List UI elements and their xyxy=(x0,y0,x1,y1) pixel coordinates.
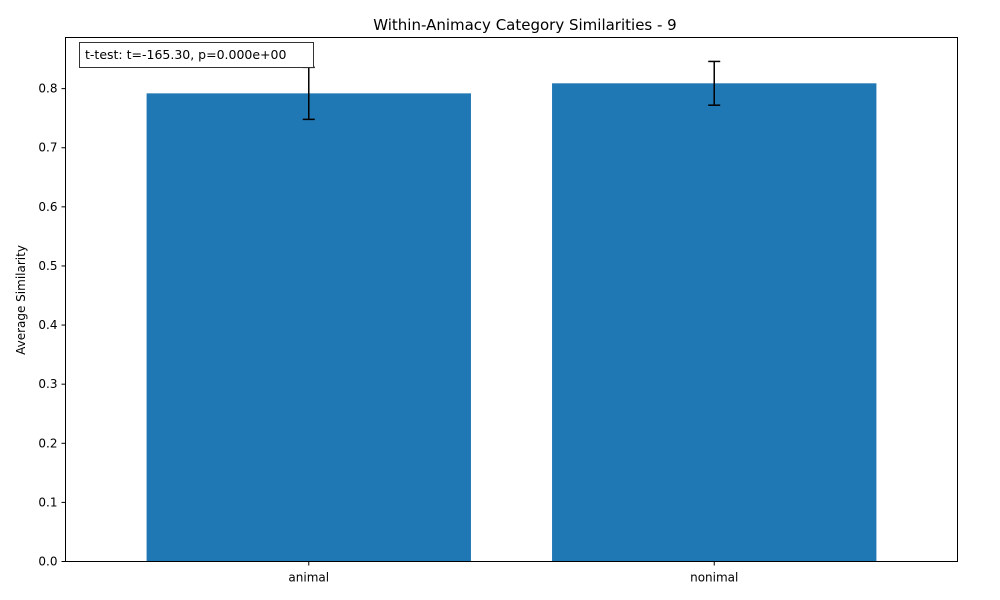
y-tick-label: 0.4 xyxy=(38,318,57,332)
x-tick-label-nonimal: nonimal xyxy=(690,571,738,585)
bar-nonimal xyxy=(552,83,877,562)
y-tick-label: 0.7 xyxy=(38,141,57,155)
y-axis-label: Average Similarity xyxy=(14,245,28,355)
y-tick-label: 0.2 xyxy=(38,436,57,450)
y-ticks-group: 0.0 0.1 0.2 0.3 0.4 0.5 0.6 0.7 0.8 xyxy=(38,82,66,569)
y-tick-label: 0.3 xyxy=(38,377,57,391)
y-tick-label: 0.8 xyxy=(38,82,57,96)
y-tick-label: 0.5 xyxy=(38,259,57,273)
x-ticks-group: animal nonimal xyxy=(288,561,738,585)
x-tick-label-animal: animal xyxy=(288,571,329,585)
y-tick-label: 0.0 xyxy=(38,555,57,569)
y-tick-label: 0.1 xyxy=(38,495,57,509)
annotation-frame xyxy=(79,42,314,68)
plot-frame xyxy=(65,37,958,562)
bars-group xyxy=(146,83,877,562)
annotation-box: t-test: t=-165.30, p=0.000e+00 xyxy=(79,42,314,68)
bar-animal xyxy=(146,93,471,562)
annotation-text: t-test: t=-165.30, p=0.000e+00 xyxy=(85,47,286,62)
chart-title: Within-Animacy Category Similarities - 9 xyxy=(373,16,676,34)
y-tick-label: 0.6 xyxy=(38,200,57,214)
